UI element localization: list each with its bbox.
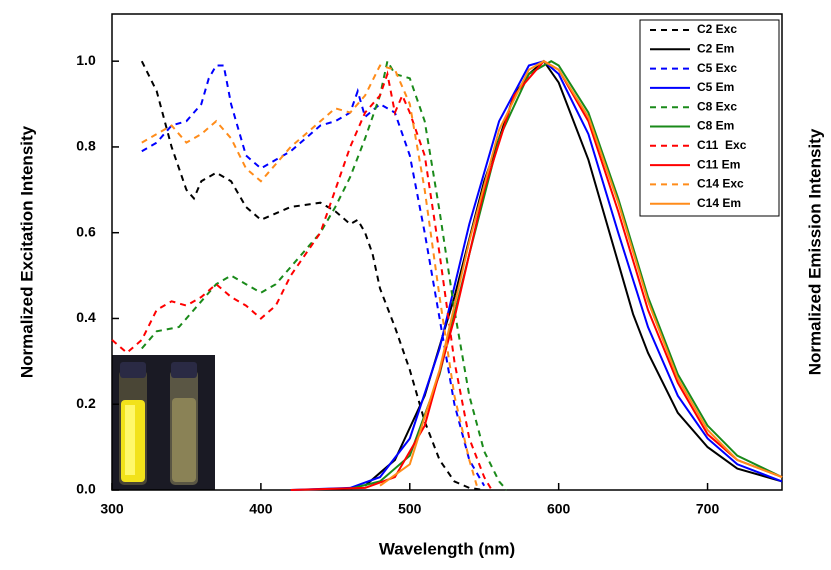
y-tick-label: 1.0 xyxy=(76,52,96,68)
legend-label: C2 Exc xyxy=(697,22,737,36)
inset-photo xyxy=(112,355,215,490)
y-tick-label: 0.2 xyxy=(76,395,96,411)
legend-label: C8 Em xyxy=(697,119,734,133)
series-line xyxy=(141,64,478,486)
x-tick-label: 700 xyxy=(696,501,720,517)
x-tick-label: 400 xyxy=(249,501,273,517)
x-tick-label: 500 xyxy=(398,501,422,517)
legend-label: C2 Em xyxy=(697,41,734,55)
legend xyxy=(639,19,780,217)
legend-label: C5 Em xyxy=(697,80,734,94)
y-tick-label: 0.4 xyxy=(76,309,96,325)
legend-label: C5 Exc xyxy=(697,61,737,75)
x-axis-title: Wavelength (nm) xyxy=(379,539,515,558)
series-line xyxy=(141,58,508,491)
series-line xyxy=(379,60,783,487)
legend-label: C14 Exc xyxy=(697,177,744,191)
y-tick-label: 0.0 xyxy=(76,481,96,497)
series-line xyxy=(140,60,485,491)
y2-axis-title: Normalized Emission Intensity xyxy=(805,128,824,375)
legend-label: C14 Em xyxy=(697,196,741,210)
legend-label: C11 Exc xyxy=(697,138,747,152)
legend-label: C11 Em xyxy=(697,157,740,171)
y-axis-title: Normalized Excitation Intensity xyxy=(17,125,36,378)
y-tick-label: 0.6 xyxy=(76,223,96,239)
x-tick-label: 300 xyxy=(100,501,124,517)
y-tick-label: 0.8 xyxy=(76,138,96,154)
legend-label: C8 Exc xyxy=(697,99,737,113)
plot-frame xyxy=(111,13,783,491)
x-tick-label: 600 xyxy=(547,501,571,517)
series-line xyxy=(111,70,493,491)
series-line xyxy=(141,64,486,487)
